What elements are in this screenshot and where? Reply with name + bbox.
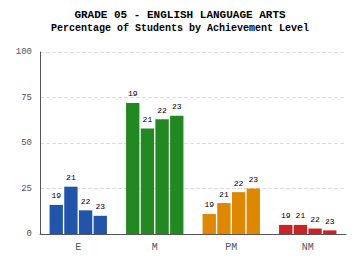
svg-text:0: 0 [27, 229, 32, 239]
svg-text:100: 100 [16, 47, 32, 57]
svg-text:22: 22 [310, 215, 320, 224]
svg-text:23: 23 [248, 175, 258, 184]
svg-text:75: 75 [21, 93, 32, 103]
svg-text:23: 23 [172, 102, 182, 111]
svg-text:23: 23 [325, 217, 335, 226]
svg-text:22: 22 [157, 106, 167, 115]
svg-text:19: 19 [281, 211, 291, 220]
svg-text:NM: NM [302, 242, 314, 253]
svg-text:21: 21 [219, 190, 229, 199]
svg-text:25: 25 [21, 184, 32, 194]
svg-text:19: 19 [51, 191, 61, 200]
svg-text:PM: PM [225, 242, 237, 253]
svg-text:23: 23 [95, 202, 105, 211]
svg-text:M: M [152, 242, 158, 253]
svg-text:GRADE 05 - ENGLISH LANGUAGE AR: GRADE 05 - ENGLISH LANGUAGE ARTS [74, 9, 286, 21]
svg-text:21: 21 [296, 211, 306, 220]
svg-text:E: E [75, 242, 81, 253]
svg-text:22: 22 [234, 179, 244, 188]
svg-text:22: 22 [81, 197, 91, 206]
svg-text:19: 19 [128, 89, 138, 98]
svg-text:50: 50 [21, 138, 32, 148]
svg-text:21: 21 [143, 115, 153, 124]
svg-text:19: 19 [204, 200, 214, 209]
svg-text:Percentage of Students by Achi: Percentage of Students by Achievement Le… [51, 23, 309, 34]
svg-text:21: 21 [66, 173, 76, 182]
